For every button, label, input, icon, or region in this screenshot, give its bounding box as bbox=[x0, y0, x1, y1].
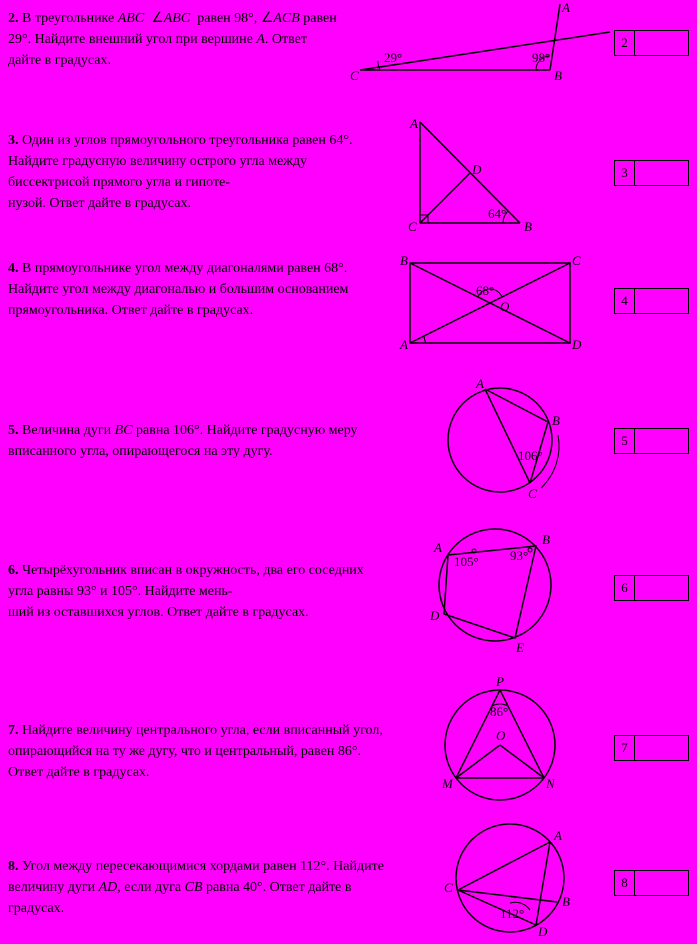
answer-box-4: 4 bbox=[614, 288, 689, 314]
answer-box-7: 7 bbox=[614, 735, 689, 761]
figure-5: A B C 106° bbox=[440, 380, 570, 505]
problem-num: 7. bbox=[8, 723, 19, 738]
label-D: D bbox=[537, 924, 548, 939]
label-C: C bbox=[350, 68, 359, 83]
label-A: A bbox=[475, 376, 484, 391]
problem-3-text: 3. Один из углов прямоугольного треуголь… bbox=[8, 130, 378, 214]
problem-num: 4. bbox=[8, 261, 19, 276]
problem-body: В прямоугольнике угол между диагоналями … bbox=[8, 261, 348, 318]
label-M: M bbox=[441, 776, 454, 791]
problem-body: Величина дуги BC равна 106°. Найдите гра… bbox=[8, 423, 358, 459]
label-D: D bbox=[571, 337, 582, 352]
problem-num: 3. bbox=[8, 133, 19, 148]
problem-num: 5. bbox=[8, 423, 19, 438]
figure-6: A B E D 105° 93° bbox=[430, 520, 565, 655]
label-C: C bbox=[408, 219, 417, 234]
answer-num: 6 bbox=[615, 576, 635, 600]
answer-num: 3 bbox=[615, 161, 635, 185]
problem-5-text: 5. Величина дуги BC равна 106°. Найдите … bbox=[8, 420, 408, 462]
problem-body: В треугольнике ABC ∠ABC равен 98°, ∠ACB … bbox=[8, 11, 337, 68]
figure-7: P M N O 86° bbox=[440, 680, 570, 810]
label-O: O bbox=[500, 299, 510, 314]
label-A: A bbox=[399, 337, 408, 352]
problem-8-text: 8. Угол между пересекающимися хордами ра… bbox=[8, 856, 398, 919]
label-P: P bbox=[495, 674, 504, 689]
angle-98: 98° bbox=[532, 50, 550, 65]
answer-box-3: 3 bbox=[614, 160, 689, 186]
problem-6-text: 6. Четырёхугольник вписан в окружность, … bbox=[8, 560, 378, 623]
problem-body: Найдите величину центрального угла, если… bbox=[8, 723, 383, 780]
angle-29: 29° bbox=[384, 50, 402, 65]
angle-86: 86° bbox=[490, 704, 508, 719]
label-B: B bbox=[400, 253, 408, 268]
figure-8: A B C D 112° bbox=[450, 818, 580, 943]
figure-2: A B C 29° 98° bbox=[350, 0, 620, 100]
figure-3: A B C D 64° bbox=[400, 118, 550, 238]
label-B: B bbox=[524, 219, 532, 234]
label-B: B bbox=[542, 532, 550, 547]
arc-106: 106° bbox=[518, 448, 543, 463]
label-A: A bbox=[553, 828, 562, 843]
label-N: N bbox=[545, 776, 556, 791]
label-D: D bbox=[429, 608, 440, 623]
problem-4-text: 4. В прямоугольнике угол между диагоналя… bbox=[8, 258, 378, 321]
problem-num: 2. bbox=[8, 11, 19, 26]
label-B: B bbox=[562, 894, 570, 909]
problem-num: 6. bbox=[8, 563, 19, 578]
figure-4: B C A D O 68° bbox=[400, 255, 590, 355]
problem-body: Четырёхугольник вписан в окружность, два… bbox=[8, 563, 364, 620]
label-B: B bbox=[552, 413, 560, 428]
answer-box-8: 8 bbox=[614, 870, 689, 896]
label-C: C bbox=[572, 253, 581, 268]
label-B: B bbox=[554, 68, 562, 83]
problem-body: Один из углов прямоугольного треугольник… bbox=[8, 133, 352, 211]
angle-93: 93° bbox=[510, 548, 528, 563]
label-D: D bbox=[471, 162, 482, 177]
answer-num: 7 bbox=[615, 736, 635, 760]
answer-box-6: 6 bbox=[614, 575, 689, 601]
label-E: E bbox=[515, 640, 524, 655]
angle-64: 64° bbox=[488, 206, 506, 221]
label-A: A bbox=[561, 0, 570, 15]
label-C: C bbox=[444, 880, 453, 895]
label-A: A bbox=[433, 540, 442, 555]
problem-7-text: 7. Найдите величину центрального угла, е… bbox=[8, 720, 388, 783]
angle-105: 105° bbox=[454, 554, 479, 569]
answer-box-5: 5 bbox=[614, 428, 689, 454]
angle-68: 68° bbox=[476, 283, 494, 298]
answer-num: 5 bbox=[615, 429, 635, 453]
problem-num: 8. bbox=[8, 859, 19, 874]
problem-2-text: 2. В треугольнике ABC ∠ABC равен 98°, ∠A… bbox=[8, 8, 338, 71]
label-C: C bbox=[528, 486, 537, 501]
angle-112: 112° bbox=[500, 906, 524, 921]
answer-num: 4 bbox=[615, 289, 635, 313]
problem-body: Угол между пересекающимися хордами равен… bbox=[8, 859, 384, 916]
label-A: A bbox=[409, 116, 418, 131]
answer-num: 8 bbox=[615, 871, 635, 895]
answer-box-2: 2 bbox=[614, 30, 689, 56]
label-O: O bbox=[496, 728, 506, 743]
